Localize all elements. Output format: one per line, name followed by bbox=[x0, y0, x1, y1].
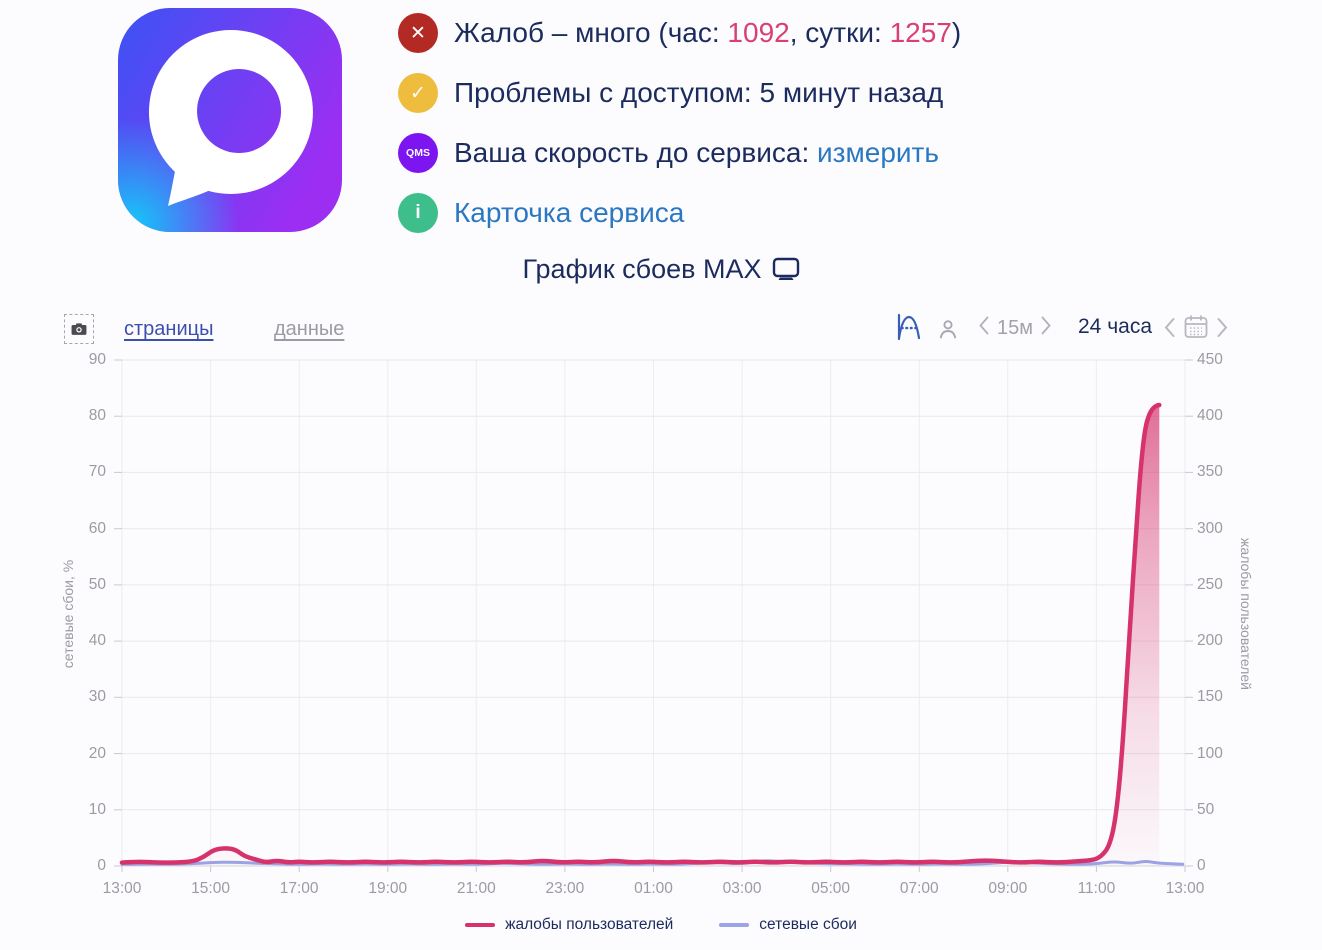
y-right-tick-label: 50 bbox=[1197, 800, 1215, 818]
qms-icon: QMS bbox=[398, 133, 438, 173]
ok-check-icon: ✓ bbox=[398, 73, 438, 113]
max-logo-icon bbox=[118, 8, 342, 232]
y-left-tick-label: 70 bbox=[88, 463, 106, 481]
info-icon: i bbox=[398, 193, 438, 233]
x-tick-label: 13:00 bbox=[1165, 880, 1205, 897]
y-right-tick-label: 300 bbox=[1197, 519, 1223, 537]
status-text: Проблемы с доступом: 5 минут назад bbox=[454, 77, 943, 109]
y-left-tick-label: 0 bbox=[97, 857, 106, 874]
interval-value[interactable]: 15м bbox=[997, 317, 1033, 339]
chart-legend: жалобы пользователей сетевые сбои bbox=[0, 916, 1322, 934]
chart-title-row: График сбоев MAX bbox=[0, 254, 1322, 289]
x-tick-label: 23:00 bbox=[545, 880, 585, 897]
status-segment: ) bbox=[951, 17, 962, 48]
tab-data[interactable]: данные bbox=[274, 318, 345, 340]
y-left-tick-label: 90 bbox=[88, 351, 106, 368]
x-tick-label: 15:00 bbox=[191, 880, 230, 897]
status-text: Карточка сервиса bbox=[454, 197, 684, 229]
tab-pages[interactable]: страницы bbox=[124, 318, 214, 340]
y-right-tick-label: 0 bbox=[1197, 857, 1206, 874]
camera-icon bbox=[71, 323, 87, 335]
series-line-1 bbox=[120, 859, 1185, 866]
chart-title: График сбоев MAX bbox=[522, 254, 762, 284]
status-list: ✕ Жалоб – много (час: 1092, сутки: 1257) ✓… bbox=[398, 13, 961, 253]
y-left-tick-label: 40 bbox=[88, 632, 106, 650]
status-segment: Ваша скорость до сервиса: bbox=[454, 137, 818, 168]
y-left-tick-label: 20 bbox=[88, 744, 106, 762]
status-text: Жалоб – много (час: 1092, сутки: 1257) bbox=[454, 17, 961, 49]
chevron-right-icon[interactable] bbox=[1041, 316, 1051, 341]
series-area-0 bbox=[122, 405, 1160, 866]
legend-label: жалобы пользователей bbox=[505, 916, 674, 933]
y-left-tick-label: 80 bbox=[88, 407, 106, 425]
x-tick-label: 19:00 bbox=[368, 880, 408, 897]
y-right-tick-label: 400 bbox=[1197, 407, 1223, 425]
y-left-tick-label: 10 bbox=[88, 800, 106, 818]
y-left-tick-label: 50 bbox=[88, 575, 106, 593]
legend-swatch bbox=[465, 923, 496, 927]
time-range-label[interactable]: 24 часа bbox=[1078, 315, 1152, 338]
x-tick-label: 05:00 bbox=[811, 880, 851, 897]
screenshot-camera-button[interactable] bbox=[64, 314, 94, 344]
x-tick-label: 03:00 bbox=[722, 880, 762, 897]
x-tick-label: 11:00 bbox=[1077, 880, 1116, 897]
y-left-axis-title: сетевые сбои, % bbox=[60, 559, 76, 669]
y-right-tick-label: 100 bbox=[1197, 744, 1223, 762]
x-tick-label: 21:00 bbox=[456, 880, 496, 897]
status-row: ✓ Проблемы с доступом: 5 минут назад bbox=[398, 73, 961, 113]
series-line-0 bbox=[119, 402, 1162, 865]
status-segment: 1092 bbox=[727, 17, 790, 48]
status-row: i Карточка сервиса bbox=[398, 193, 961, 233]
status-segment: 1257 bbox=[889, 17, 952, 48]
monitor-icon[interactable] bbox=[772, 257, 800, 289]
status-link[interactable]: Карточка сервиса bbox=[454, 197, 685, 228]
x-tick-label: 07:00 bbox=[899, 880, 939, 897]
chevron-left-icon[interactable] bbox=[979, 316, 989, 341]
y-right-tick-label: 450 bbox=[1197, 351, 1223, 368]
legend-swatch bbox=[719, 923, 750, 927]
y-right-tick-label: 150 bbox=[1197, 688, 1223, 706]
series-area-1 bbox=[122, 860, 1183, 866]
status-row: ✕ Жалоб – много (час: 1092, сутки: 1257) bbox=[398, 13, 961, 53]
calendar-icon[interactable] bbox=[1182, 313, 1210, 346]
chevron-left-icon[interactable] bbox=[1164, 317, 1175, 343]
chevron-right-icon[interactable] bbox=[1217, 317, 1228, 343]
y-left-tick-label: 30 bbox=[88, 688, 106, 706]
person-icon[interactable] bbox=[936, 317, 960, 346]
y-right-tick-label: 200 bbox=[1197, 632, 1223, 650]
max-app-icon bbox=[118, 8, 342, 232]
status-segment: Проблемы с доступом: 5 минут назад bbox=[454, 77, 944, 108]
status-text: Ваша скорость до сервиса: измерить bbox=[454, 137, 939, 169]
distribution-chart-icon[interactable] bbox=[893, 311, 925, 348]
legend-label: сетевые сбои bbox=[759, 916, 857, 933]
status-link[interactable]: измерить bbox=[817, 137, 939, 168]
x-tick-label: 09:00 bbox=[988, 880, 1028, 897]
status-segment: Жалоб – много (час: bbox=[454, 17, 728, 48]
y-left-tick-label: 60 bbox=[88, 519, 106, 537]
interval-control: 15м bbox=[979, 316, 1051, 341]
x-tick-label: 13:00 bbox=[102, 880, 142, 897]
status-segment: , сутки: bbox=[789, 17, 890, 48]
x-tick-label: 17:00 bbox=[279, 880, 319, 897]
legend-item: жалобы пользователей bbox=[465, 916, 673, 934]
x-tick-label: 01:00 bbox=[634, 880, 673, 897]
legend-item: сетевые сбои bbox=[719, 916, 857, 934]
status-row: QMS Ваша скорость до сервиса: измерить bbox=[398, 133, 961, 173]
y-right-tick-label: 250 bbox=[1197, 575, 1223, 593]
y-right-axis-title: жалобы пользователей bbox=[1238, 538, 1254, 690]
y-right-tick-label: 350 bbox=[1197, 463, 1223, 481]
error-x-icon: ✕ bbox=[398, 13, 438, 53]
calendar-nav bbox=[1164, 313, 1228, 346]
